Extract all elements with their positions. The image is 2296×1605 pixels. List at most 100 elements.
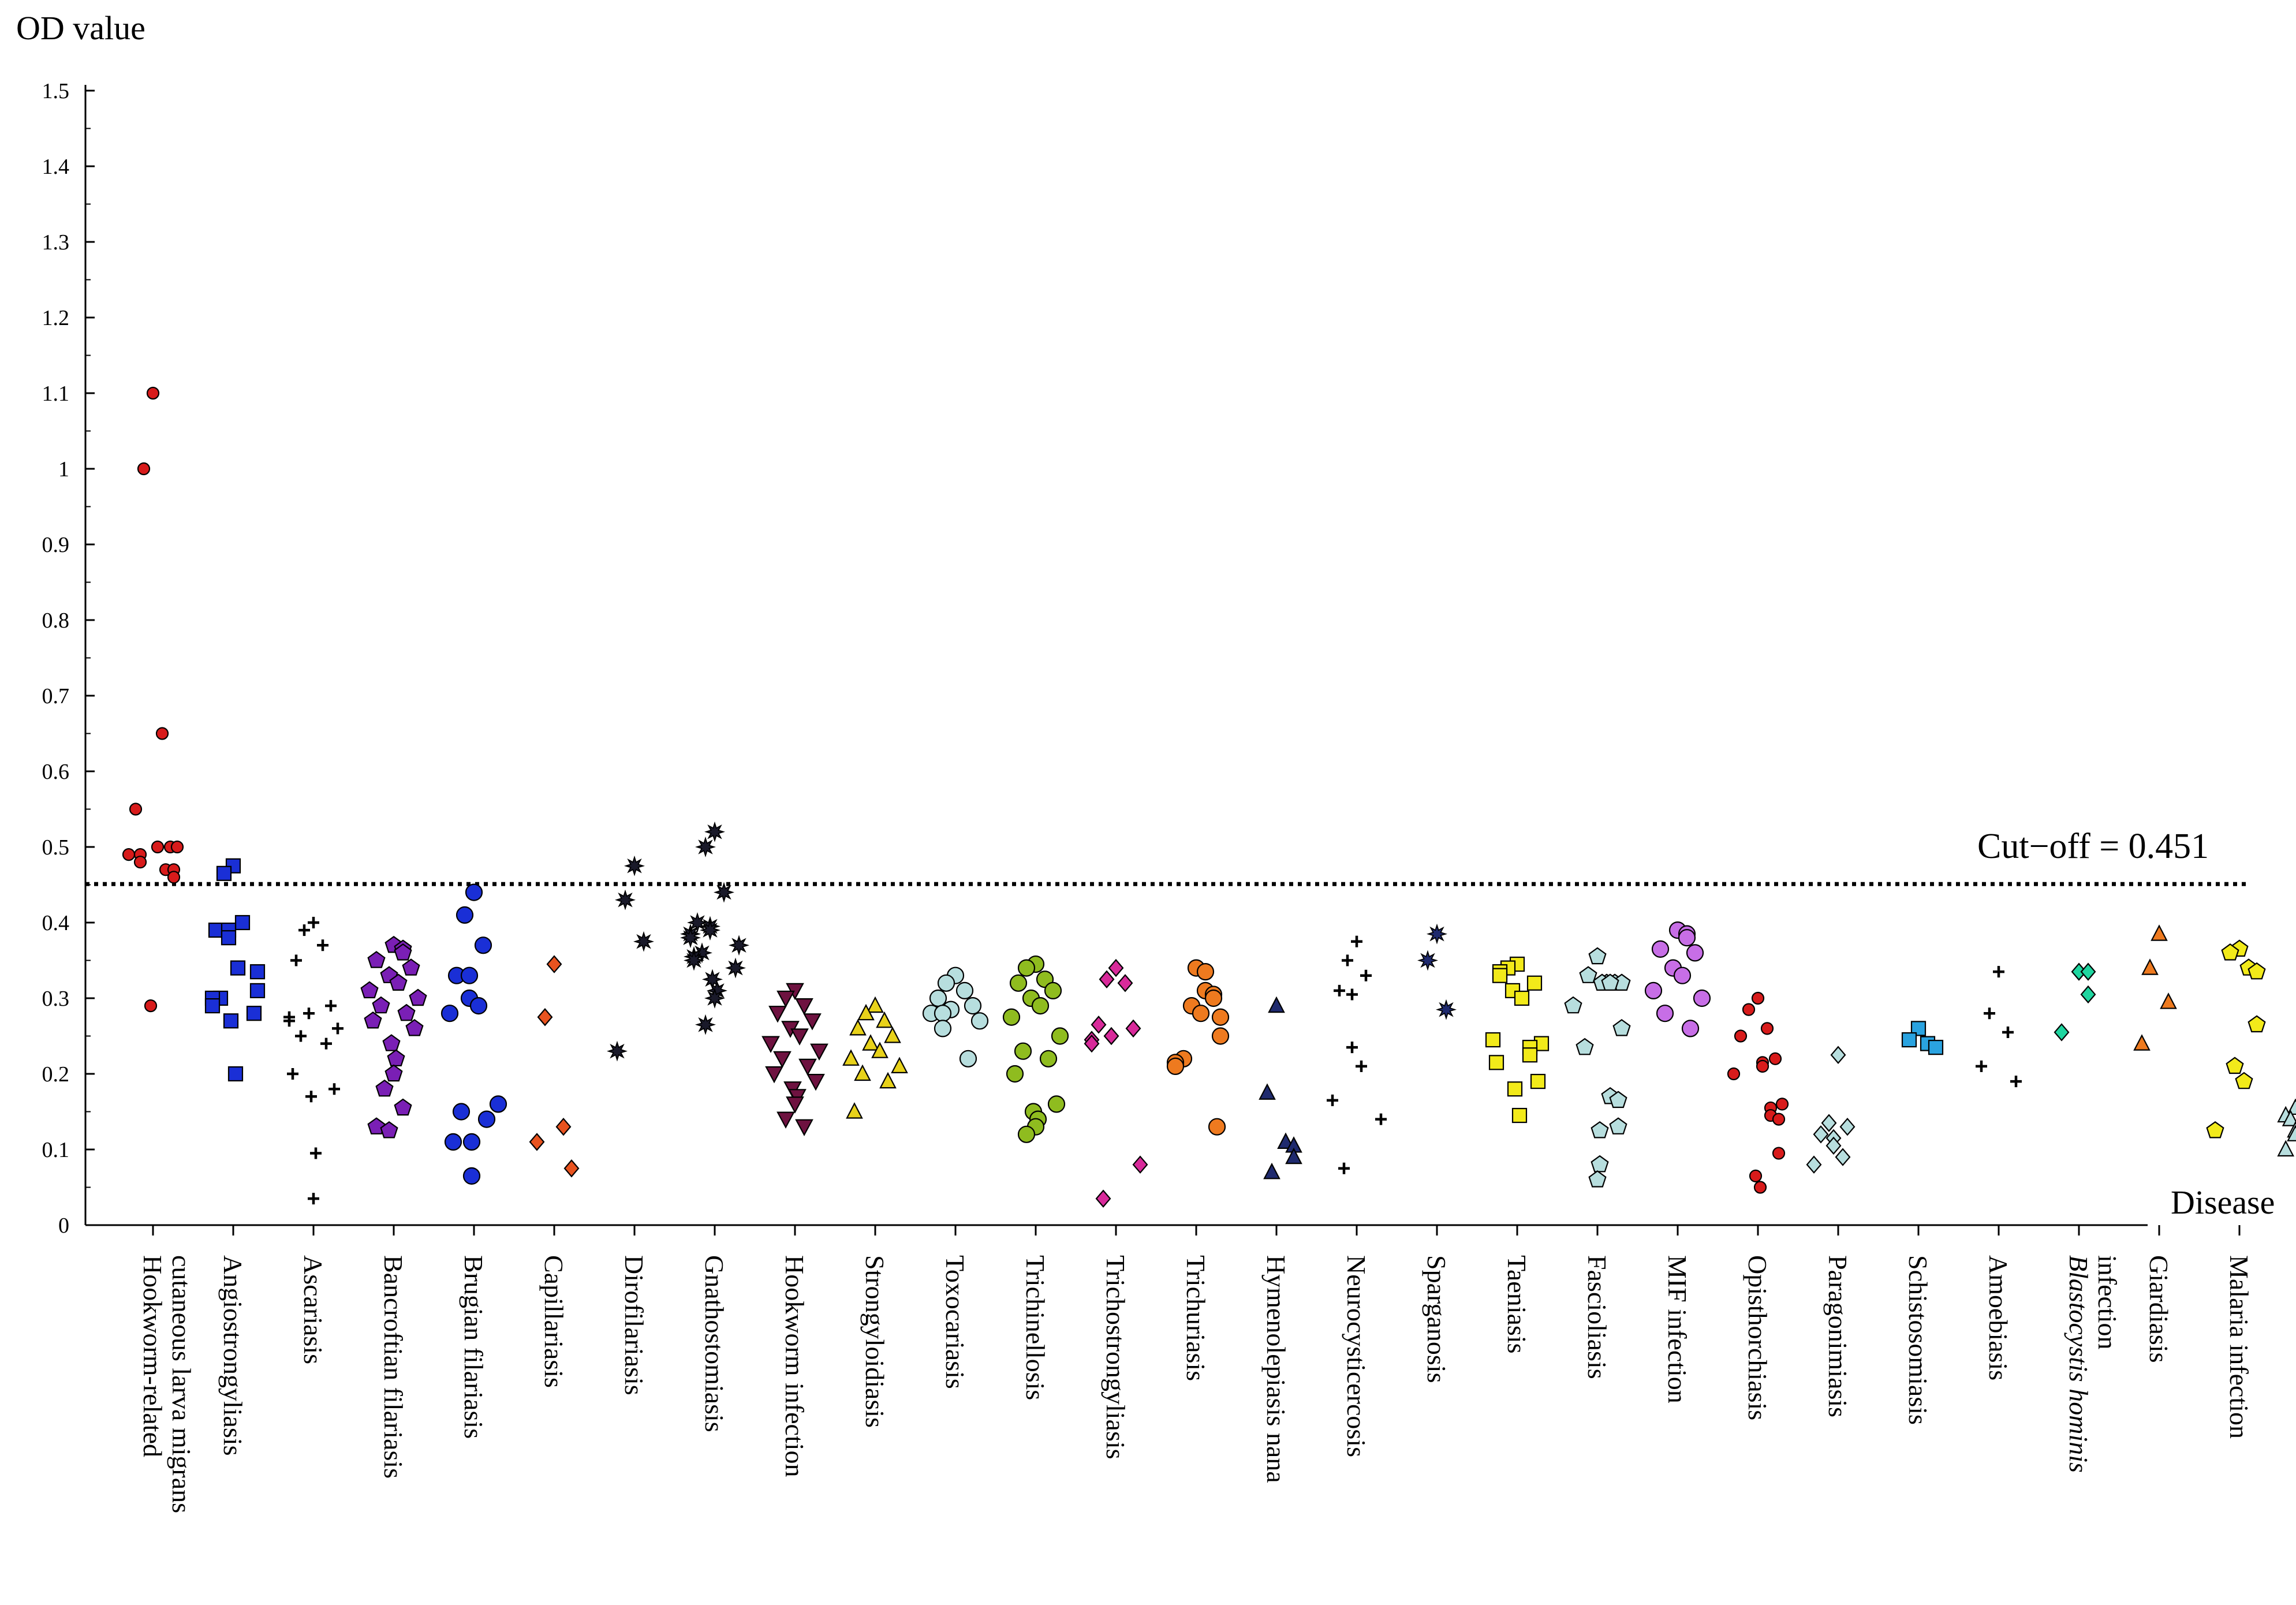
- data-point: [1588, 947, 1607, 965]
- series-13: [1084, 958, 1148, 1208]
- data-point: [308, 917, 319, 928]
- data-point: [1103, 1027, 1119, 1046]
- data-point: [2277, 1140, 2295, 1157]
- data-point: [795, 1119, 813, 1137]
- data-point: [700, 920, 720, 941]
- data-point: [1084, 1034, 1100, 1053]
- data-point: [624, 855, 645, 876]
- data-point: [325, 1000, 337, 1012]
- category-label-line: Hymenolepiasis nana: [1261, 1255, 1291, 1483]
- data-point: [807, 1073, 825, 1091]
- data-point: [1830, 1046, 1846, 1064]
- data-point: [230, 960, 246, 976]
- category-label-line: Trichinellosis: [1021, 1255, 1050, 1400]
- data-point: [1002, 1008, 1021, 1026]
- data-point: [1166, 1057, 1185, 1076]
- category-label: Sparganosis: [1422, 1255, 1451, 1383]
- data-point: [394, 943, 412, 961]
- data-point: [1651, 940, 1670, 958]
- data-point: [129, 802, 143, 816]
- category-label: Trichinellosis: [1021, 1255, 1050, 1400]
- data-point: [223, 1013, 239, 1029]
- data-point: [786, 1096, 804, 1114]
- data-point: [857, 1003, 875, 1021]
- data-point: [2054, 1023, 2070, 1042]
- series-5: [440, 883, 507, 1185]
- y-tick-label: 0.9: [42, 533, 70, 557]
- data-point: [1346, 988, 1358, 1001]
- data-point: [529, 1133, 545, 1151]
- data-point: [1095, 1189, 1111, 1208]
- data-point: [1756, 1059, 1769, 1073]
- data-point: [1681, 1020, 1700, 1037]
- category-label-line: Opisthorchiasis: [1743, 1255, 1772, 1420]
- data-point: [1579, 966, 1597, 983]
- y-tick-label: 0.1: [42, 1138, 70, 1162]
- data-point: [320, 1037, 332, 1050]
- data-point: [122, 848, 136, 861]
- series-21: [1727, 991, 1789, 1194]
- data-point: [1017, 959, 1036, 977]
- y-tick-label: 1.2: [42, 306, 70, 330]
- data-point: [1530, 1073, 1546, 1089]
- data-point: [1591, 1155, 1609, 1173]
- data-point: [290, 954, 302, 966]
- data-point: [2221, 943, 2239, 961]
- data-point: [2160, 992, 2177, 1009]
- data-point: [283, 1015, 295, 1027]
- data-point: [633, 931, 655, 952]
- data-point: [555, 1118, 572, 1136]
- category-label-line: Hookworm infection: [780, 1255, 809, 1477]
- data-point: [2133, 1034, 2151, 1051]
- data-point: [1039, 1050, 1058, 1067]
- y-tick-label: 0.3: [42, 987, 70, 1011]
- data-point: [1047, 1095, 1066, 1113]
- data-point: [563, 1159, 580, 1178]
- data-point: [970, 1012, 989, 1030]
- series-8: [680, 821, 749, 1035]
- data-point: [360, 981, 379, 999]
- data-point: [246, 1006, 262, 1021]
- data-point: [146, 386, 160, 400]
- data-point: [2080, 985, 2096, 1004]
- data-point: [1673, 966, 1692, 984]
- series-22: [1806, 1046, 1856, 1174]
- data-point: [2010, 1076, 2022, 1088]
- series-2: [204, 858, 266, 1082]
- category-label-line: Capillariasis: [539, 1255, 569, 1388]
- series-25: [2054, 962, 2096, 1042]
- data-point: [295, 1030, 307, 1042]
- data-point: [1686, 944, 1704, 962]
- y-tick-label: 0.7: [42, 684, 70, 708]
- data-point: [1031, 996, 1050, 1015]
- category-label: Hookworm-related cutaneous larva migrans: [138, 1255, 196, 1513]
- data-point: [537, 1008, 553, 1027]
- data-points: [122, 386, 2296, 1208]
- data-point: [1285, 1147, 1302, 1164]
- y-tick-label: 1.3: [42, 230, 70, 255]
- data-point: [462, 1167, 481, 1185]
- data-point: [615, 889, 636, 910]
- series-11: [922, 966, 989, 1067]
- data-point: [2141, 958, 2159, 975]
- data-point: [773, 1051, 792, 1069]
- series-1: [122, 386, 184, 1013]
- data-point: [1338, 1162, 1350, 1174]
- data-point: [1644, 981, 1663, 1000]
- data-point: [465, 883, 483, 901]
- category-label: Strongyloidiasis: [860, 1255, 890, 1428]
- data-point: [1976, 1060, 1987, 1072]
- category-label-line: Gnathostomiasis: [700, 1255, 729, 1432]
- data-point: [2151, 924, 2168, 941]
- data-point: [1825, 1136, 1842, 1155]
- category-label: Trichuriasis: [1181, 1255, 1211, 1381]
- data-point: [1609, 1091, 1627, 1108]
- data-point: [372, 996, 390, 1014]
- y-tick-label: 1.4: [42, 155, 70, 179]
- series-16: [1327, 935, 1387, 1174]
- category-label-line: MIF infection: [1663, 1255, 1692, 1404]
- data-point: [1591, 1121, 1609, 1139]
- data-point: [216, 865, 232, 881]
- data-point: [1342, 954, 1353, 966]
- data-point: [462, 1133, 481, 1151]
